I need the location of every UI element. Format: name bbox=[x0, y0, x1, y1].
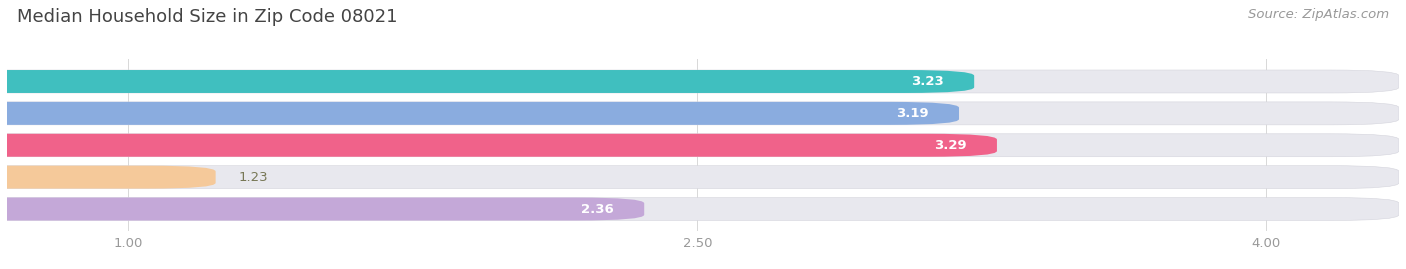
FancyBboxPatch shape bbox=[0, 166, 1399, 189]
Text: 1.23: 1.23 bbox=[239, 171, 269, 184]
FancyBboxPatch shape bbox=[0, 102, 1399, 125]
Text: 3.23: 3.23 bbox=[911, 75, 943, 88]
Text: Median Household Size in Zip Code 08021: Median Household Size in Zip Code 08021 bbox=[17, 8, 398, 26]
Text: 3.29: 3.29 bbox=[934, 139, 966, 152]
Text: Source: ZipAtlas.com: Source: ZipAtlas.com bbox=[1249, 8, 1389, 21]
FancyBboxPatch shape bbox=[0, 70, 974, 93]
FancyBboxPatch shape bbox=[0, 197, 644, 221]
FancyBboxPatch shape bbox=[0, 102, 959, 125]
FancyBboxPatch shape bbox=[0, 166, 215, 189]
FancyBboxPatch shape bbox=[0, 134, 997, 157]
Text: 3.19: 3.19 bbox=[896, 107, 929, 120]
Text: 2.36: 2.36 bbox=[581, 203, 614, 215]
FancyBboxPatch shape bbox=[0, 197, 1399, 221]
FancyBboxPatch shape bbox=[0, 70, 1399, 93]
FancyBboxPatch shape bbox=[0, 134, 1399, 157]
